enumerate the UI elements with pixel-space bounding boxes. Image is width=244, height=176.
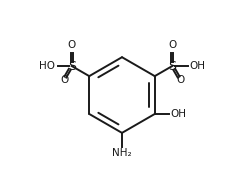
Text: O: O xyxy=(60,75,68,85)
Text: S: S xyxy=(168,59,176,73)
Text: NH₂: NH₂ xyxy=(112,148,132,158)
Text: S: S xyxy=(68,59,76,73)
Text: O: O xyxy=(176,75,184,85)
Text: OH: OH xyxy=(170,109,186,119)
Text: O: O xyxy=(168,40,176,50)
Text: HO: HO xyxy=(39,61,55,71)
Text: O: O xyxy=(68,40,76,50)
Text: OH: OH xyxy=(189,61,205,71)
